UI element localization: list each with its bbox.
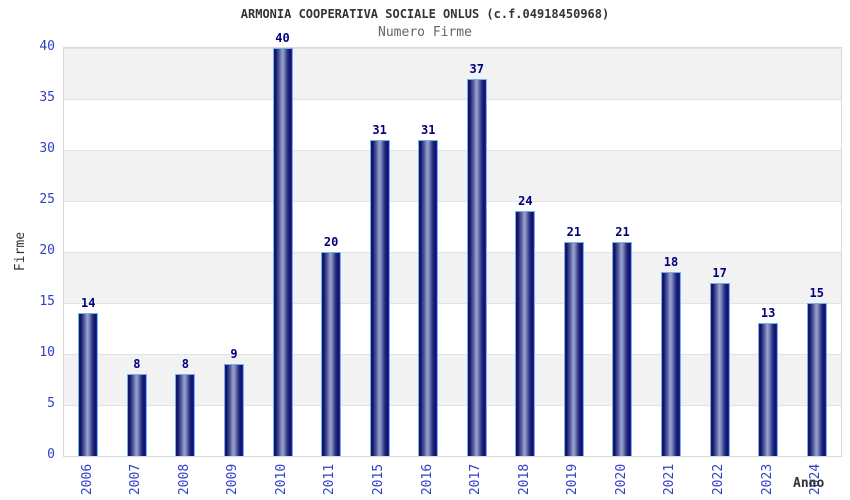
bar xyxy=(369,140,390,456)
x-tick-label: 2015 xyxy=(361,461,397,497)
y-tick-label: 10 xyxy=(39,345,55,360)
bar-value-label: 9 xyxy=(230,347,238,361)
bar xyxy=(661,272,682,456)
x-tick-label: 2009 xyxy=(215,461,251,497)
chart-title: ARMONIA COOPERATIVA SOCIALE ONLUS (c.f.0… xyxy=(240,7,610,21)
x-tick-label: 2017 xyxy=(458,461,494,497)
y-tick-label: 40 xyxy=(39,39,55,54)
bar xyxy=(272,48,293,456)
x-tick-label-text: 2009 xyxy=(225,463,241,495)
bar xyxy=(806,303,827,456)
x-tick-label-text: 2011 xyxy=(322,463,338,495)
y-tick-label: 0 xyxy=(47,447,55,462)
x-tick-label: 2019 xyxy=(555,461,591,497)
x-tick-label-text: 2021 xyxy=(662,463,678,495)
bar-value-label: 18 xyxy=(663,255,679,269)
x-tick-label-text: 2022 xyxy=(711,463,727,495)
y-tick-label: 30 xyxy=(39,141,55,156)
x-tick-label: 2007 xyxy=(118,461,154,497)
x-tick-label: 2018 xyxy=(506,461,542,497)
x-tick-label-text: 2023 xyxy=(759,463,775,495)
x-tick-label: 2016 xyxy=(409,461,445,497)
bar-value-label: 24 xyxy=(518,194,533,208)
bar xyxy=(126,374,147,456)
bar-value-label: 31 xyxy=(420,123,436,137)
y-tick-label: 20 xyxy=(39,243,55,258)
x-tick-label: 2020 xyxy=(603,461,639,497)
bar-value-label: 13 xyxy=(760,306,776,320)
x-tick-label-text: 2010 xyxy=(274,463,290,495)
x-axis-label: Anno xyxy=(793,476,825,491)
y-tick-label: 35 xyxy=(39,90,55,105)
x-tick-label: 2010 xyxy=(264,461,300,497)
x-tick-label-text: 2020 xyxy=(613,463,629,495)
bar-value-label: 37 xyxy=(469,62,484,76)
bar-value-label: 21 xyxy=(615,225,630,239)
bar xyxy=(515,211,536,456)
x-tick-label-text: 2015 xyxy=(371,463,387,495)
bar xyxy=(466,79,487,456)
bar xyxy=(758,323,779,456)
bar-value-label: 17 xyxy=(712,266,727,280)
bar xyxy=(563,242,584,456)
bar xyxy=(418,140,439,456)
bar xyxy=(223,364,244,456)
x-tick-label: 2008 xyxy=(166,461,202,497)
bar xyxy=(175,374,196,456)
x-tick-label: 2023 xyxy=(749,461,785,497)
bar-value-label: 15 xyxy=(809,286,824,300)
x-tick-label: 2021 xyxy=(652,461,688,497)
bar xyxy=(321,252,342,456)
x-tick-label-text: 2016 xyxy=(419,463,435,495)
bar-value-label: 14 xyxy=(81,296,96,310)
bar-value-label: 8 xyxy=(133,357,141,371)
x-tick-label-text: 2007 xyxy=(128,463,144,495)
x-tick-label-text: 2019 xyxy=(565,463,581,495)
bar-value-label: 40 xyxy=(275,31,290,45)
bar xyxy=(612,242,633,456)
bar-value-label: 21 xyxy=(566,225,582,239)
x-tick-label-text: 2006 xyxy=(79,463,95,495)
bar-value-label: 8 xyxy=(181,357,190,371)
y-tick-label: 15 xyxy=(39,294,55,309)
bar xyxy=(709,283,730,456)
plot-area: 14 8 8 9 40 20 31 31 37 24 21 21 18 17 13 15 xyxy=(63,31,842,457)
bar xyxy=(78,313,99,456)
chart-subtitle: Numero Firme xyxy=(378,25,472,40)
x-tick-label-text: 2008 xyxy=(176,463,192,495)
y-tick-label: 5 xyxy=(47,396,55,411)
x-tick-label: 2011 xyxy=(312,461,348,497)
x-tick-label: 2006 xyxy=(69,461,105,497)
y-tick-label: 25 xyxy=(39,192,55,207)
bar-value-label: 31 xyxy=(372,123,387,137)
bar-value-label: 20 xyxy=(323,235,339,249)
x-tick-label-text: 2018 xyxy=(516,463,532,495)
x-tick-label: 2022 xyxy=(701,461,737,497)
x-tick-label-text: 2017 xyxy=(468,463,484,495)
